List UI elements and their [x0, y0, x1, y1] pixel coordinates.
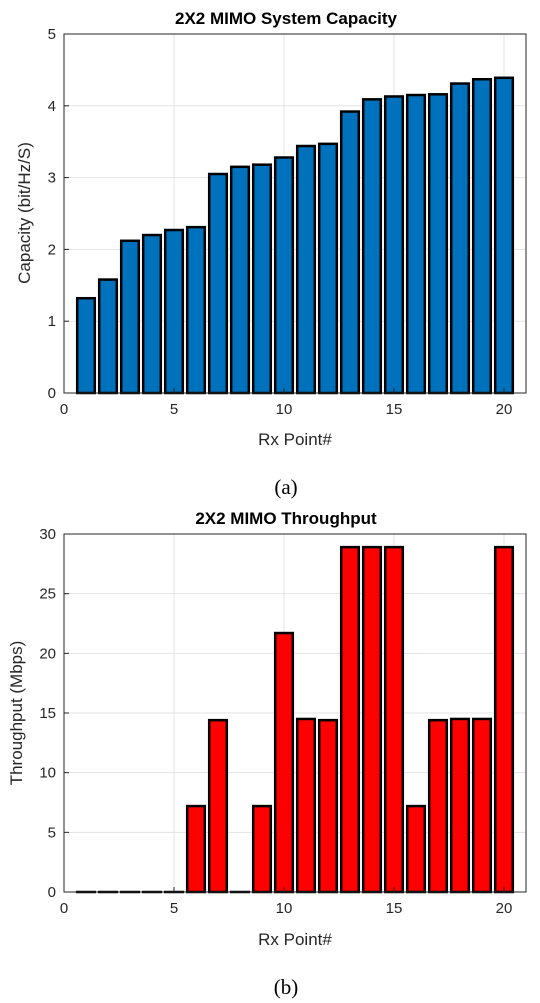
plot-frame [63, 33, 527, 394]
bar-rx-1 [75, 296, 97, 395]
bar-rx-16 [405, 804, 427, 894]
bar-rx-17 [427, 718, 449, 894]
bar-rx-17 [427, 93, 449, 395]
bar-rx-11 [295, 717, 317, 894]
bar-rx-12 [317, 718, 339, 894]
y-tick-label: 25 [39, 586, 56, 603]
x-tick-label: 15 [386, 401, 403, 418]
bar-rx-3 [119, 239, 141, 395]
y-tick-label: 30 [39, 526, 56, 543]
bar-rx-19 [471, 717, 493, 894]
x-axis-label: Rx Point# [258, 430, 332, 449]
y-tick-label: 15 [39, 705, 56, 722]
x-tick-label: 15 [386, 900, 403, 917]
bar-rx-11 [295, 144, 317, 395]
capacity-chart: 2X2 MIMO System Capacity 0 5 10 15 20012345 … [15, 9, 527, 499]
chart-caption: (a) [274, 475, 297, 499]
chart-caption: (b) [274, 975, 299, 999]
y-tick-label: 3 [48, 170, 56, 187]
y-axis-label: Capacity (bit/Hz/S) [15, 142, 34, 284]
bar-rx-10 [273, 156, 295, 395]
y-tick-label: 1 [48, 313, 56, 330]
x-tick-label: 10 [276, 401, 293, 418]
y-tick-label: 0 [48, 385, 56, 402]
bar-rx-7 [207, 172, 229, 395]
bar-rx-2 [97, 278, 119, 395]
bar-rx-18 [449, 82, 471, 395]
x-tick-label: 20 [496, 900, 513, 917]
bar-rx-6 [185, 804, 207, 894]
bars [75, 76, 515, 395]
y-axis-label: Throughput (Mbps) [7, 641, 26, 786]
bar-rx-15 [383, 545, 405, 894]
tick-labels: 0 5 10 15 20 0 5 10 15 20 25 30 [39, 526, 512, 917]
bar-rx-14 [361, 98, 383, 395]
chart-title: 2X2 MIMO System Capacity [175, 9, 398, 28]
bar-rx-4 [141, 233, 163, 395]
x-tick-label: 5 [170, 401, 178, 418]
x-axis-label: Rx Point# [258, 930, 332, 949]
x-tick-label: 5 [170, 900, 178, 917]
bar-rx-5 [163, 228, 185, 395]
x-tick-label: 0 [60, 401, 68, 418]
bar-rx-20 [493, 545, 515, 894]
throughput-chart: 2X2 MIMO Throughput 0 5 10 15 20 0 5 10 15 20 25 30… [7, 509, 527, 999]
y-tick-label: 10 [39, 765, 56, 782]
bar-rx-13 [339, 110, 361, 395]
bar-rx-13 [339, 545, 361, 894]
y-tick-label: 5 [48, 26, 56, 43]
tick-labels: 0 5 10 15 20 0 1 2 3 4 5 [48, 26, 513, 418]
x-tick-label: 20 [496, 401, 513, 418]
bar-rx-15 [383, 95, 405, 395]
bar-rx-7 [207, 718, 229, 894]
bar-rx-8 [229, 165, 251, 395]
bar-rx-18 [449, 717, 471, 894]
bars [75, 545, 515, 894]
y-tick-label: 2 [48, 241, 56, 258]
y-tick-label: 0 [48, 884, 56, 901]
bar-rx-9 [251, 804, 273, 894]
y-tick-label: 20 [39, 645, 56, 662]
bar-rx-10 [273, 631, 295, 894]
x-tick-label: 0 [60, 900, 68, 917]
y-tick-label: 4 [48, 98, 56, 115]
bar-rx-20 [493, 76, 515, 395]
bar-rx-16 [405, 93, 427, 395]
chart-title: 2X2 MIMO Throughput [195, 509, 377, 528]
bar-rx-19 [471, 77, 493, 395]
bar-rx-12 [317, 142, 339, 395]
bar-rx-14 [361, 545, 383, 894]
bar-rx-9 [251, 163, 273, 395]
x-tick-label: 10 [276, 900, 293, 917]
bar-rx-6 [185, 225, 207, 395]
y-tick-label: 5 [48, 824, 56, 841]
